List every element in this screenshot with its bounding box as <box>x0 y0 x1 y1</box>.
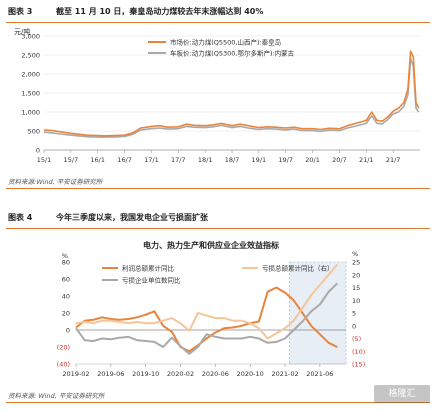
x-tick-label: 17/1 <box>144 156 159 164</box>
y-tick-label-right: (10) <box>352 348 365 356</box>
y-tick-label: 500 <box>28 128 40 136</box>
figure3-rule <box>6 188 430 189</box>
y-tick-label: 3,000 <box>21 33 40 41</box>
y-axis-unit-right: % <box>352 250 358 258</box>
x-tick-label: 2019-02 <box>62 370 89 378</box>
y-tick-label-right: 20 <box>352 271 360 279</box>
legend-label: 亏损企业单位数同比 <box>122 276 181 285</box>
figure3-number: 图表 3 <box>8 7 33 16</box>
figure4-number: 图表 4 <box>8 213 33 222</box>
y-tick-label-right: 5 <box>352 310 356 318</box>
x-tick-label: 21/7 <box>386 156 401 164</box>
legend-label: 利润总额累计同比 <box>122 264 175 273</box>
x-tick-label: 19/1 <box>252 156 267 164</box>
y-tick-label-left: 40 <box>62 293 70 301</box>
figure4-title: 今年三季度以来，我国发电企业亏损面扩张 <box>56 213 208 222</box>
chart-title: 电力、热力生产和供应业企业效益指标 <box>143 240 279 250</box>
y-tick-label-left: 20 <box>62 310 70 318</box>
x-tick-label: 2020-06 <box>202 370 229 378</box>
x-tick-label: 15/1 <box>37 156 52 164</box>
figure4-rule <box>6 402 430 403</box>
y-tick-label: 1,500 <box>21 90 40 98</box>
x-tick-label: 2019-10 <box>132 370 159 378</box>
series-line-1 <box>43 50 420 137</box>
watermark-logo: 格隆汇 <box>374 385 430 403</box>
x-tick-label: 19/7 <box>278 156 293 164</box>
x-tick-label: 2021-06 <box>306 370 333 378</box>
x-tick-label: 18/1 <box>198 156 213 164</box>
power-enterprise-chart: 电力、热力生产和供应业企业效益指标% % (40) (20) 0 20 40 60 80 (15)… <box>57 240 366 378</box>
figure3-title: 截至 11 月 10 日，秦皇岛动力煤较去年末涨幅达到 40% <box>56 7 264 16</box>
y-tick-label-left: 80 <box>62 259 70 267</box>
y-tick-label: 2,000 <box>21 71 40 79</box>
x-tick-label: 20/7 <box>332 156 347 164</box>
x-tick-label: 2020-02 <box>167 370 194 378</box>
y-tick-label-right: (15) <box>352 361 365 369</box>
figure3-header: 图表 3 截至 11 月 10 日，秦皇岛动力煤较去年末涨幅达到 40% <box>6 4 430 23</box>
y-axis-unit-left: % <box>62 252 68 260</box>
y-tick-label-right: 25 <box>352 259 360 267</box>
series-line-1 <box>75 286 338 353</box>
y-tick-label-right: 15 <box>352 284 360 292</box>
coal-price-chart: 元/吨 0 500 1,000 1,500 2,000 2,500 3,000 15/1 15/7… <box>14 27 420 164</box>
y-tick-label-right: 0 <box>352 322 356 330</box>
y-tick-label-left: (20) <box>57 344 70 352</box>
figure3-source: 资料来源:Wind, 平安证券研究所 <box>8 178 103 186</box>
y-tick-label: 1,000 <box>21 109 40 117</box>
series-line-2 <box>75 263 339 340</box>
y-axis-unit: 元/吨 <box>14 27 30 36</box>
legend-label: 亏损总额累计同比（右） <box>262 264 334 273</box>
x-tick-label: 2020-10 <box>237 370 264 378</box>
legend-label: 车板价:动力煤(Q5300,鄂尔多斯产):内蒙古 <box>170 49 295 58</box>
x-tick-label: 17/7 <box>171 156 186 164</box>
y-tick-label-right: 10 <box>352 297 360 305</box>
y-tick-label-left: (40) <box>57 361 70 369</box>
legend-label: 市场价:动力煤(Q5500,山西产):秦皇岛 <box>170 38 281 47</box>
y-tick-label: 2,500 <box>21 52 40 60</box>
x-tick-label: 21/1 <box>359 156 374 164</box>
y-tick-label-left: 60 <box>62 276 70 284</box>
x-tick-label: 15/7 <box>64 156 79 164</box>
series-line-2 <box>43 57 420 138</box>
figure4-source: 资料来源: Wind, 平安证券研究所 <box>8 392 105 400</box>
x-tick-label: 16/7 <box>117 156 132 164</box>
y-tick-label: 0 <box>36 147 40 155</box>
y-tick-label-left: 0 <box>66 327 70 335</box>
x-tick-label: 2019-06 <box>97 370 124 378</box>
x-tick-label: 2021-02 <box>271 370 298 378</box>
x-tick-label: 18/7 <box>225 156 240 164</box>
x-tick-label: 16/1 <box>90 156 105 164</box>
x-tick-label: 20/1 <box>305 156 320 164</box>
y-tick-label-right: (5) <box>352 335 361 343</box>
figure4-header: 图表 4 今年三季度以来，我国发电企业亏损面扩张 <box>6 210 430 229</box>
series-line-3 <box>75 282 338 355</box>
